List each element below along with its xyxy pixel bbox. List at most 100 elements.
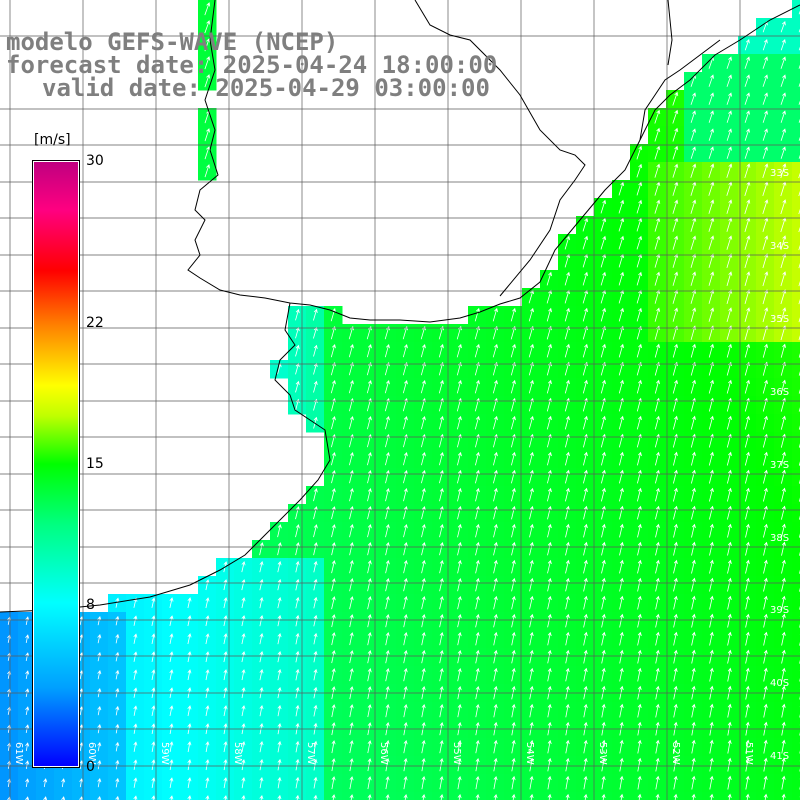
wind-arrow: [708, 451, 714, 466]
wind-arrow: [385, 794, 390, 800]
wind-arrow: [673, 505, 678, 520]
wind-arrow: [781, 541, 786, 556]
wind-arrow: [385, 541, 390, 556]
wind-arrow: [709, 739, 714, 754]
wind-arrow: [762, 271, 769, 287]
wind-arrow: [672, 343, 678, 358]
inland-border: [667, 0, 673, 66]
wind-arrow: [493, 451, 498, 466]
wind-arrow: [601, 667, 606, 682]
wind-arrow: [403, 739, 408, 754]
wind-arrow: [619, 739, 624, 754]
wind-speed-cell: [162, 792, 181, 800]
wind-speed-cell: [792, 792, 800, 800]
wind-speed-cell: [792, 72, 800, 91]
wind-arrow: [636, 343, 642, 358]
wind-arrow: [205, 669, 210, 681]
wind-arrow: [331, 451, 336, 466]
longitude-label: 51W: [743, 742, 754, 765]
wind-arrow: [510, 307, 516, 322]
wind-arrow: [348, 325, 354, 340]
wind-arrow: [493, 505, 498, 520]
wind-arrow: [709, 505, 714, 520]
wind-arrow: [457, 649, 462, 664]
wind-arrow: [691, 757, 696, 772]
wind-arrow: [709, 703, 714, 718]
wind-arrow: [349, 577, 354, 592]
wind-arrow: [457, 703, 462, 718]
wind-arrow: [205, 795, 210, 800]
wind-arrow: [25, 616, 30, 625]
wind-arrow: [547, 541, 552, 556]
wind-arrow: [493, 523, 498, 538]
wind-arrow: [366, 379, 372, 394]
wind-arrow: [331, 740, 336, 754]
wind-speed-cell: [0, 792, 19, 800]
wind-arrow: [763, 631, 768, 646]
colorbar-tick-label: 22: [86, 314, 104, 331]
wind-arrow: [547, 451, 552, 466]
wind-arrow: [438, 343, 444, 358]
wind-arrow: [762, 343, 768, 358]
wind-arrow: [528, 325, 534, 340]
wind-arrow: [421, 505, 426, 520]
wind-arrow: [654, 145, 661, 160]
wind-speed-cell: [792, 702, 800, 721]
wind-arrow: [637, 451, 642, 466]
wind-arrow: [331, 668, 336, 682]
wind-arrow: [672, 289, 679, 304]
wind-arrow: [691, 631, 696, 646]
wind-arrow: [582, 235, 589, 250]
wind-arrow: [547, 739, 552, 754]
wind-arrow: [295, 668, 300, 681]
wind-arrow: [313, 776, 318, 789]
wind-arrow: [781, 739, 786, 754]
wind-arrow: [600, 307, 606, 322]
wind-arrow: [439, 452, 444, 466]
wind-arrow: [745, 523, 750, 538]
wind-arrow: [331, 794, 336, 800]
wind-arrow: [654, 109, 661, 124]
wind-arrow: [204, 146, 210, 160]
wind-arrow: [726, 415, 732, 430]
wind-arrow: [133, 777, 138, 788]
wind-arrow: [241, 794, 246, 800]
wind-arrow: [654, 199, 661, 214]
wind-arrow: [367, 541, 372, 556]
wind-arrow: [709, 631, 714, 646]
wind-arrow: [492, 325, 498, 340]
wind-arrow: [708, 199, 715, 214]
wind-arrow: [565, 793, 570, 800]
wind-arrow: [673, 523, 678, 538]
wind-arrow: [726, 289, 733, 305]
wind-arrow: [204, 56, 211, 70]
wind-arrow: [762, 415, 768, 430]
wind-arrow: [708, 379, 714, 394]
wind-arrow: [204, 74, 211, 88]
wind-arrow: [421, 703, 426, 718]
wind-arrow: [385, 577, 390, 592]
wind-arrow: [79, 634, 84, 644]
wind-arrow: [708, 163, 715, 178]
wind-arrow: [673, 793, 678, 800]
wind-arrow: [403, 541, 408, 556]
wind-arrow: [726, 253, 733, 269]
wind-arrow: [691, 649, 696, 664]
wind-arrow: [673, 451, 678, 466]
wind-arrow: [403, 793, 408, 800]
wind-arrow: [529, 487, 534, 502]
wind-speed-cell: [792, 648, 800, 667]
wind-arrow: [79, 616, 84, 626]
wind-arrow: [295, 542, 300, 556]
wind-arrow: [475, 649, 480, 664]
wind-speed-cell: [792, 540, 800, 559]
wind-arrow: [529, 613, 534, 628]
wind-arrow: [673, 487, 678, 502]
wind-arrow: [403, 595, 408, 610]
wind-arrow: [565, 739, 570, 754]
wind-arrow: [654, 217, 661, 232]
wind-arrow: [601, 559, 606, 574]
wind-arrow: [97, 759, 102, 770]
wind-arrow: [115, 651, 120, 662]
wind-arrow: [187, 651, 192, 663]
